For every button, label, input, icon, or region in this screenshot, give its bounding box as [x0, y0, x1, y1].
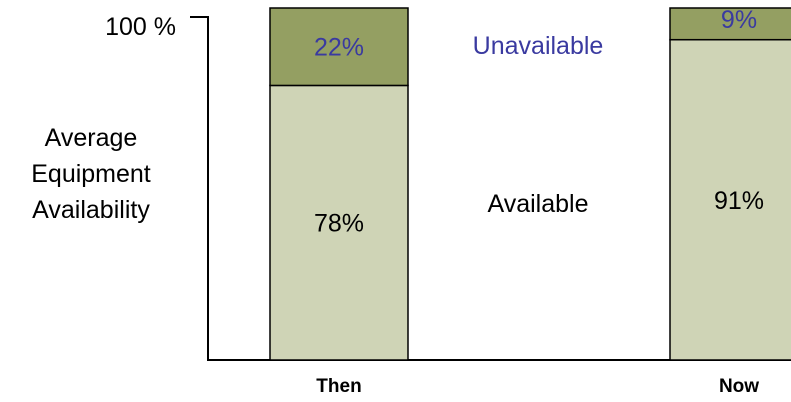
series-label-available: Available: [487, 190, 588, 218]
data-label-now-available: 91%: [714, 187, 764, 215]
y-axis-tick-label-100: 100 %: [105, 13, 176, 41]
category-label-then: Then: [316, 376, 361, 397]
data-label-then-unavailable: 22%: [314, 34, 364, 62]
bar-now-available: [669, 38, 791, 361]
y-axis-label-line-2: Equipment: [31, 160, 151, 188]
category-label-now: Now: [719, 376, 759, 397]
bars-group: [269, 7, 791, 361]
bar-now-unavailable: [669, 7, 791, 41]
y-axis-label-line-1: Average: [45, 124, 138, 152]
labels-group: 78% 22% Then 91% 9% Now Available Unavailable: [314, 6, 764, 397]
bar-then-available: [269, 84, 409, 361]
y-axis-label: Average Equipment Availability: [31, 124, 151, 224]
data-label-then-available: 78%: [314, 210, 364, 238]
bar-then-unavailable: [269, 7, 409, 87]
y-axis-label-line-3: Availability: [32, 196, 150, 224]
data-label-now-unavailable: 9%: [721, 6, 757, 34]
series-label-unavailable: Unavailable: [473, 32, 604, 60]
